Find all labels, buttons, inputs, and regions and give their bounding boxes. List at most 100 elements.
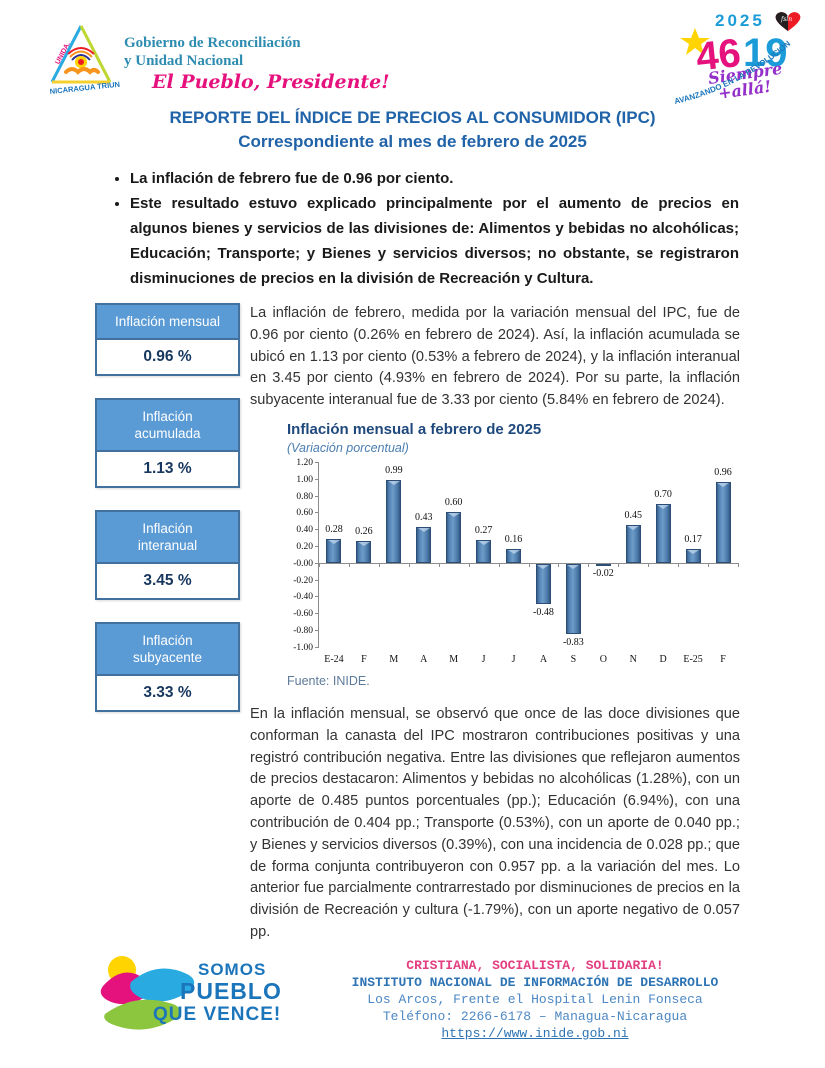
bar-bevel xyxy=(447,513,460,518)
bar-value-label: 0.28 xyxy=(325,524,343,536)
chart-bar xyxy=(506,549,522,563)
x-tick-mark xyxy=(708,562,710,567)
government-logo: UNIDA. NICARAGUA TRIUNFA! Gobierno de Re… xyxy=(42,20,390,104)
x-category-label: J xyxy=(511,653,516,665)
y-tick-mark xyxy=(315,495,319,497)
chart-subtitle: (Variación porcentual) xyxy=(287,440,409,455)
page-title-line1: REPORTE DEL ÍNDICE DE PRECIOS AL CONSUMI… xyxy=(169,108,656,127)
stat-box-monthly: Inflación mensual 0.96 % xyxy=(95,303,240,376)
y-tick-mark xyxy=(315,646,319,648)
heart-fsln-text: fsln xyxy=(780,16,792,23)
x-category-label: J xyxy=(481,653,486,665)
chart-bar xyxy=(535,563,551,605)
x-tick-mark xyxy=(319,562,320,567)
bar-bevel xyxy=(327,540,340,545)
footer-slogan: CRISTIANA, SOCIALISTA, SOLIDARIA! xyxy=(406,958,664,973)
bar-bevel xyxy=(507,550,520,555)
x-tick-mark xyxy=(528,562,530,567)
y-tick-label: 0.20 xyxy=(296,541,313,552)
bar-bevel xyxy=(717,483,730,488)
chart-bar xyxy=(625,524,641,563)
x-tick-mark xyxy=(378,562,380,567)
stat-box-value: 3.33 % xyxy=(143,684,192,701)
gov-slogan: El Pueblo, Presidente! xyxy=(152,71,390,93)
bar-value-label: -0.48 xyxy=(533,607,554,619)
chart-bar xyxy=(386,479,402,563)
x-tick-mark xyxy=(618,562,620,567)
bar-value-label: -0.02 xyxy=(592,568,614,580)
anniversary-4619-logo-icon: 2025 46 19 Siempre +allá! AVANZANDO EN L… xyxy=(657,4,801,106)
stat-box-core: Inflación subyacente 3.33 % xyxy=(95,622,240,712)
footer-institute-name: INSTITUTO NACIONAL DE INFORMACIÓN DE DES… xyxy=(351,975,719,990)
y-tick-mark xyxy=(315,579,319,581)
y-tick-label: 1.20 xyxy=(296,457,313,468)
y-tick-label: -0.20 xyxy=(293,575,313,586)
footer: SOMOS PUEBLO QUE VENCE! CRISTIANA, SOCIA… xyxy=(95,952,740,1044)
fsln-heart-icon: fsln xyxy=(775,12,801,31)
y-tick-mark xyxy=(315,545,319,547)
x-tick-mark xyxy=(438,562,440,567)
bar-bevel xyxy=(627,525,640,530)
x-tick-mark xyxy=(408,562,410,567)
nicaragua-triangle-emblem-icon: UNIDA. NICARAGUA TRIUNFA! xyxy=(49,25,120,96)
text-and-chart-column: La inflación de febrero, medida por la v… xyxy=(250,303,740,944)
x-tick-mark xyxy=(498,562,500,567)
bar-value-label: 0.43 xyxy=(415,511,433,523)
gov-title-line2: y Unidad Nacional xyxy=(124,53,244,69)
y-tick-mark xyxy=(315,512,319,514)
stat-box-interannual: Inflación interanual 3.45 % xyxy=(95,510,240,600)
bar-bevel xyxy=(657,504,670,509)
gov-title-line1: Gobierno de Reconciliación xyxy=(124,35,301,51)
y-tick-label: -1.00 xyxy=(293,642,313,653)
footer-logo-line2: PUEBLO xyxy=(180,978,282,1004)
x-category-label: M xyxy=(389,653,399,665)
chart-bar xyxy=(595,563,611,566)
somos-pueblo-logo: SOMOS PUEBLO QUE VENCE! xyxy=(95,952,330,1044)
anniv-year-text: 2025 xyxy=(715,11,765,30)
x-category-label: F xyxy=(361,653,367,665)
bar-bevel xyxy=(477,541,490,546)
bar-bevel xyxy=(357,541,370,546)
y-tick-label: -0.60 xyxy=(293,609,313,620)
bar-value-label: 0.26 xyxy=(355,525,373,537)
chart-bar xyxy=(685,548,701,563)
chart-bar xyxy=(446,512,462,563)
x-category-label: E-25 xyxy=(683,653,703,665)
y-tick-label: -0.40 xyxy=(293,592,313,603)
bar-value-label: 0.96 xyxy=(714,467,732,479)
stat-box-label: Inflación acumulada xyxy=(97,400,238,452)
chart-bar xyxy=(326,539,342,563)
x-category-label: F xyxy=(720,653,726,665)
bullet-item-1: La inflación de febrero fue de 0.96 por … xyxy=(130,166,739,191)
y-tick-mark xyxy=(315,529,319,531)
x-category-label: E-24 xyxy=(324,653,344,665)
y-tick-mark xyxy=(315,562,319,564)
x-tick-mark xyxy=(558,562,560,567)
y-tick-label: -0.80 xyxy=(293,625,313,636)
chart-source-note: Fuente: INIDE. xyxy=(287,673,370,688)
y-tick-mark xyxy=(315,613,319,615)
waves-logo-icon xyxy=(100,956,195,1030)
y-tick-label: 0.60 xyxy=(296,508,313,519)
chart-y-axis-labels: 1.20 1.00 0.80 0.60 0.40 0.20 -0.00 -0.20 -0.40 -… xyxy=(287,458,313,653)
bar-value-label: -0.83 xyxy=(562,636,584,648)
chart-bar xyxy=(476,540,492,563)
x-category-label: M xyxy=(449,653,459,665)
x-category-label: A xyxy=(420,653,428,665)
paragraph-division-contributions: En la inflación mensual, se observó que … xyxy=(250,705,740,940)
x-tick-mark xyxy=(648,562,650,567)
footer-address: Los Arcos, Frente el Hospital Lenin Fons… xyxy=(367,992,703,1007)
y-tick-mark xyxy=(315,461,319,463)
chart-plot: 0.28 E-24 0.26 F 0.99 M 0.43 A 0.60 M 0.27 J 0.16 J -0… xyxy=(315,461,739,665)
x-category-label: S xyxy=(570,653,577,665)
bar-bevel xyxy=(417,527,430,532)
stat-box-accumulated: Inflación acumulada 1.13 % xyxy=(95,398,240,488)
y-tick-label: 0.40 xyxy=(296,525,313,536)
x-category-label: N xyxy=(629,653,637,665)
footer-logo-line1: SOMOS xyxy=(198,960,267,979)
footer-logo-line3: QUE VENCE! xyxy=(153,1004,282,1025)
bar-bevel xyxy=(537,564,550,569)
paragraph-inflation-summary: La inflación de febrero, medida por la v… xyxy=(250,305,740,409)
footer-website-link[interactable]: https://www.inide.gob.ni xyxy=(441,1026,629,1041)
